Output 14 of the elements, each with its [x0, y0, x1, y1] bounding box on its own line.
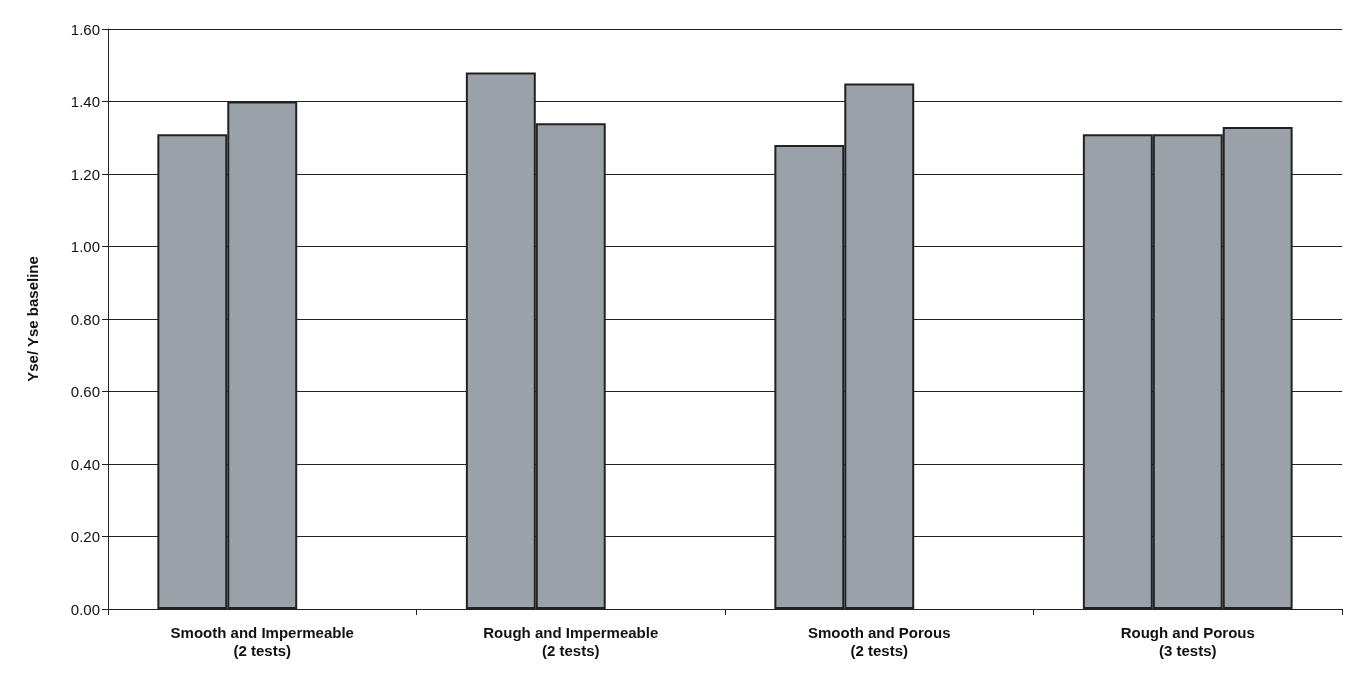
- y-tick-label: 0.40: [70, 455, 100, 473]
- y-tick-label: 0.00: [70, 600, 100, 618]
- x-tick-label: Smooth and Porous (2 tests): [808, 623, 951, 659]
- y-tick-label: 0.60: [70, 383, 100, 400]
- x-tick-label: Smooth and Impermeable (2 tests): [170, 623, 354, 659]
- y-tick-label: 1.20: [70, 165, 100, 183]
- x-tick-label: Rough and Impermeable (2 tests): [483, 623, 659, 659]
- y-tick-label: 1.60: [70, 20, 100, 38]
- y-axis-title: Yse/ Yse baseline: [24, 256, 41, 382]
- y-tick-label: 1.00: [70, 238, 100, 255]
- x-tick-label: Rough and Porous (3 tests): [1120, 623, 1255, 659]
- y-tick-label: 1.40: [70, 93, 100, 110]
- y-tick-label: 0.20: [70, 528, 100, 545]
- y-tick-label: 0.80: [70, 310, 100, 328]
